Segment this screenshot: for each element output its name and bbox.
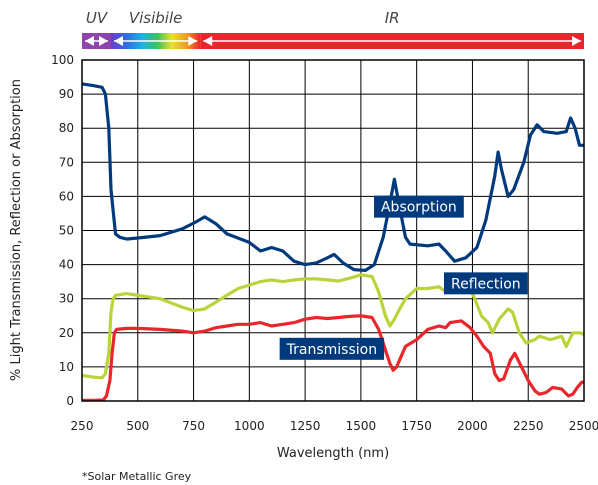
x-tick-label: 2500 [569,419,598,433]
band-label-uv: UV [86,9,109,27]
x-tick-label: 1500 [346,419,377,433]
series-label-box [373,195,464,218]
x-tick-label: 1250 [290,419,321,433]
series-label-text: Transmission [286,342,377,358]
x-tick-label: 2250 [513,419,544,433]
band-label-visibile: Visibile [129,9,183,27]
spectrum-band-labels: UV Visibile IR [86,9,400,27]
series-line-transmission [82,314,584,401]
series-label-transmission: Transmission [279,337,385,360]
series-line-reflection [82,273,584,380]
y-tick-label: 80 [59,121,74,135]
y-axis-title: % Light Transmission, Reflection or Abso… [9,79,24,381]
series-labels: Absorption Reflection Transmission [279,195,528,360]
x-tick-label: 500 [126,419,149,433]
y-tick-label: 40 [59,258,74,272]
band-label-ir: IR [385,9,400,27]
y-tick-labels: 0 10 20 30 40 50 60 70 80 90 100 [51,53,74,408]
y-tick-label: 100 [51,53,74,67]
band-arrow-left [85,36,94,46]
y-tick-label: 90 [59,87,74,101]
x-tick-label: 2000 [457,419,488,433]
x-tick-label: 1000 [234,419,265,433]
series-label-box [443,272,528,295]
y-tick-label: 0 [66,394,74,408]
y-tick-label: 50 [59,224,74,238]
band-arrow-left [203,36,213,46]
series-label-text: Absorption [381,200,457,216]
y-tick-label: 10 [59,360,74,374]
series-label-box [279,337,385,360]
series-line-absorption [82,82,584,272]
x-axis-title: Wavelength (nm) [277,446,389,461]
band-arrow-right [188,36,198,46]
series-label-reflection: Reflection [443,272,528,295]
spectrum-band-bar [82,33,584,49]
plot-frame [81,59,585,402]
band-arrow-right [572,36,581,46]
y-tick-label: 60 [59,189,74,203]
footnote: *Solar Metallic Grey [82,470,192,483]
spectral-chart: UV Visibile IR Absorption Reflection Transmi… [9,9,598,461]
x-tick-label: 750 [182,419,205,433]
x-tick-label: 1750 [401,419,432,433]
band-arrow-right [99,36,109,46]
series-label-absorption: Absorption [373,195,464,218]
series-lines [82,82,584,401]
y-tick-label: 70 [59,155,74,169]
band-arrow-left [114,36,124,46]
x-tick-label: 250 [71,419,94,433]
x-tick-labels: 250 500 750 1000 1250 1500 1750 2000 2250 2500 [71,419,598,433]
y-tick-label: 20 [59,326,74,340]
series-label-text: Reflection [451,276,521,292]
y-tick-label: 30 [59,292,74,306]
